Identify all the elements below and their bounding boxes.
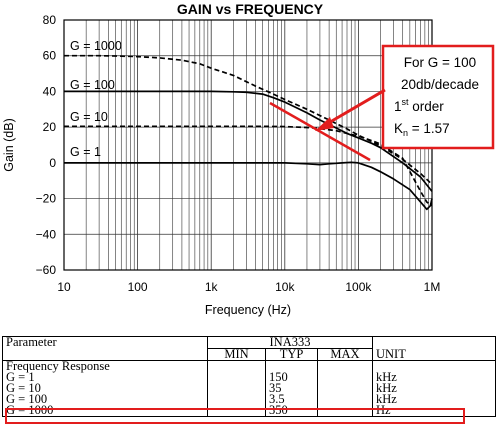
max-header: MAX — [317, 348, 373, 361]
slope-line — [269, 101, 371, 162]
row-unit: Hz — [372, 404, 496, 417]
table-row: G = 1000 350 Hz — [3, 403, 496, 417]
row-typ: 350 — [265, 404, 318, 417]
row-typ: 150 — [265, 371, 318, 383]
annotation-line-1: For G = 100 — [404, 55, 476, 70]
series-label: G = 100 — [70, 78, 115, 92]
y-tick-label: −40 — [36, 227, 57, 241]
x-axis-label: Frequency (Hz) — [205, 303, 291, 317]
x-tick-label: 1k — [205, 280, 219, 294]
table-row: G = 10 35 kHz — [3, 381, 496, 395]
unit-header: UNIT — [372, 336, 496, 361]
annotation-line-3: 1st order — [394, 97, 444, 114]
spec-table: Parameter INA333 UNIT MIN TYP MAX Freque… — [2, 336, 496, 417]
curves-layer — [64, 54, 433, 211]
chart-title: GAIN vs FREQUENCY — [176, 1, 324, 17]
row-param: G = 10 — [6, 381, 41, 395]
series-label: G = 10 — [70, 110, 108, 124]
x-tick-label: 10k — [275, 280, 295, 294]
min-header: MIN — [207, 348, 266, 361]
row-typ: 3.5 — [265, 393, 318, 405]
section-label: Frequency Response — [2, 360, 208, 372]
row-max — [317, 383, 373, 394]
y-tick-label: 60 — [43, 49, 57, 63]
annotation-box — [381, 44, 495, 150]
x-tick-label: 100 — [128, 280, 148, 294]
row-max — [317, 394, 373, 405]
typ-header: TYP — [265, 348, 318, 361]
y-axis-label: Gain (dB) — [2, 118, 16, 172]
y-tick-label: 20 — [43, 120, 57, 134]
gain-frequency-chart: 80 60 40 20 0 −20 −40 −60 10 100 1k 10k 100k 1M Gain… — [2, 13, 495, 317]
series-line — [64, 161, 433, 211]
row-min — [207, 372, 266, 383]
series-line — [64, 54, 433, 185]
annotation-callout: For G = 100 20db/decade 1st order Kn = 1.57 — [269, 44, 495, 162]
param-header: Parameter — [6, 335, 57, 349]
row-unit: kHz — [372, 371, 496, 383]
annotation-line-4: Kn = 1.57 — [394, 121, 450, 138]
x-tick-labels: 10 100 1k 10k 100k 1M — [57, 280, 440, 294]
series-label: G = 1 — [70, 145, 101, 159]
y-tick-labels: 80 60 40 20 0 −20 −40 −60 — [36, 13, 57, 277]
series-line — [64, 90, 433, 192]
row-min — [207, 405, 266, 417]
arrow-head-icon — [315, 117, 334, 131]
x-tick-label: 10 — [57, 280, 71, 294]
row-min — [207, 394, 266, 405]
table-row: G = 1 150 kHz — [3, 370, 496, 384]
x-tick-label: 1M — [424, 280, 441, 294]
series-line — [64, 125, 433, 207]
row-param: G = 1000 — [6, 403, 54, 417]
row-unit: kHz — [372, 382, 496, 394]
row-max — [317, 405, 373, 417]
row-min — [207, 383, 266, 394]
annotation-line-2: 20db/decade — [401, 77, 479, 92]
y-tick-label: 80 — [43, 13, 57, 27]
row-typ: 35 — [265, 382, 318, 394]
annotation-arrow — [324, 88, 386, 127]
y-tick-label: −20 — [36, 192, 57, 206]
row-param: G = 1 — [6, 370, 35, 384]
x-tick-label: 100k — [345, 280, 372, 294]
table-row: G = 100 3.5 kHz — [3, 392, 496, 406]
series-label: G = 1000 — [70, 39, 122, 53]
group-header: INA333 — [207, 336, 373, 349]
row-unit: kHz — [372, 393, 496, 405]
row-max — [317, 372, 373, 383]
y-tick-label: 40 — [43, 84, 57, 98]
y-tick-label: −60 — [36, 263, 57, 277]
y-tick-label: 0 — [49, 156, 56, 170]
row-param: G = 100 — [6, 392, 48, 406]
curve-labels: G = 1000 G = 100 G = 10 G = 1 — [70, 39, 122, 159]
